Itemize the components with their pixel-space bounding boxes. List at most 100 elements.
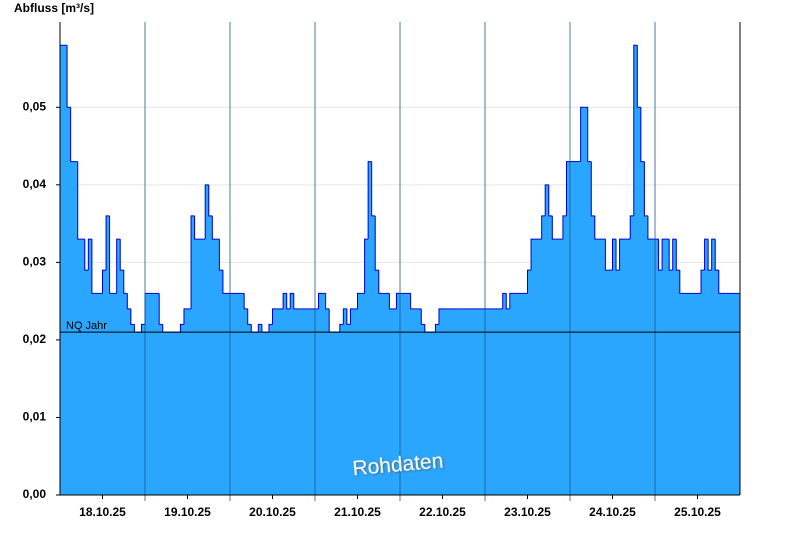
step-bar <box>605 270 610 495</box>
step-bar <box>474 308 479 495</box>
step-bar <box>697 293 702 495</box>
step-outline <box>70 107 75 163</box>
step-outline <box>530 238 535 271</box>
step-bar <box>414 308 419 495</box>
step-outline <box>590 161 595 217</box>
x-tick-label: 25.10.25 <box>674 505 721 519</box>
step-bar <box>134 332 139 495</box>
step-outline <box>190 215 195 309</box>
step-bar <box>173 332 178 495</box>
step-outline <box>204 184 209 240</box>
step-outline <box>268 323 273 333</box>
step-outline <box>328 308 333 333</box>
step-bar <box>137 332 142 495</box>
step-bar <box>460 308 465 495</box>
step-bar <box>690 293 695 495</box>
step-outline <box>66 45 71 108</box>
step-outline <box>424 324 429 333</box>
step-outline <box>102 269 107 294</box>
step-bar <box>67 107 72 496</box>
step-bar <box>534 239 539 495</box>
step-bar <box>672 239 677 495</box>
step-outline <box>293 293 298 310</box>
step-bar <box>608 270 613 495</box>
step-bar <box>187 308 192 495</box>
step-bar <box>477 308 482 495</box>
step-bar <box>286 308 291 495</box>
step-bar <box>566 161 571 495</box>
step-outline <box>247 308 252 325</box>
step-bar <box>212 239 217 495</box>
step-outline <box>109 215 114 294</box>
step-bar <box>276 308 280 495</box>
step-bar <box>106 215 110 495</box>
step-bar <box>711 239 716 495</box>
step-bar <box>403 293 408 495</box>
step-outline <box>346 308 351 325</box>
step-bar <box>463 308 468 495</box>
step-outline <box>179 323 184 333</box>
step-bar <box>191 215 195 495</box>
step-bar <box>623 239 628 495</box>
step-bar <box>598 239 603 495</box>
step-outline <box>718 270 723 294</box>
step-bar <box>389 308 394 495</box>
step-bar <box>619 239 624 495</box>
step-bar <box>449 308 454 495</box>
step-bar <box>382 293 387 495</box>
step-bar <box>559 239 564 495</box>
step-bar <box>145 293 149 495</box>
step-bar <box>378 293 383 495</box>
step-bar <box>502 293 507 495</box>
step-bar <box>736 293 741 495</box>
step-bar <box>612 239 617 495</box>
step-outline <box>357 292 362 309</box>
step-bar <box>176 332 181 495</box>
step-outline <box>647 215 652 240</box>
step-outline <box>420 308 425 325</box>
step-outline <box>339 323 344 333</box>
step-bar <box>339 324 344 495</box>
step-bar <box>562 215 567 495</box>
step-bar <box>159 324 164 495</box>
x-tick-label: 21.10.25 <box>334 505 381 519</box>
step-outline <box>612 238 617 271</box>
step-outline <box>257 323 262 333</box>
step-outline <box>211 215 216 240</box>
step-bar <box>219 270 224 495</box>
step-bar <box>237 293 242 495</box>
step-bar <box>417 308 422 495</box>
y-tick-label: 0,04 <box>23 177 47 191</box>
step-bar <box>261 332 266 495</box>
step-bar <box>88 239 93 495</box>
step-bar <box>315 308 319 495</box>
step-bar <box>428 332 433 495</box>
step-bar <box>722 293 727 495</box>
step-bar <box>123 293 128 495</box>
step-bar <box>676 270 681 495</box>
step-outline <box>349 308 354 325</box>
step-bar <box>350 308 355 495</box>
step-outline <box>130 308 135 325</box>
step-bar <box>148 293 153 495</box>
step-outline <box>183 308 188 325</box>
step-outline <box>643 161 648 217</box>
step-bar <box>655 239 659 495</box>
step-bar <box>60 45 64 495</box>
step-bar <box>729 293 734 495</box>
step-bar <box>371 215 376 495</box>
step-bar <box>152 293 157 495</box>
step-bar <box>194 239 199 495</box>
step-bar <box>155 293 160 495</box>
step-outline <box>105 215 110 271</box>
y-tick-label: 0,03 <box>23 255 47 269</box>
step-outline <box>438 308 443 325</box>
step-bar <box>98 293 103 495</box>
step-outline <box>318 292 323 309</box>
step-outline <box>162 324 167 333</box>
step-outline <box>509 292 514 309</box>
step-bar <box>318 293 323 495</box>
step-bar <box>364 239 369 495</box>
step-outline <box>272 308 277 325</box>
step-bar <box>693 293 698 495</box>
